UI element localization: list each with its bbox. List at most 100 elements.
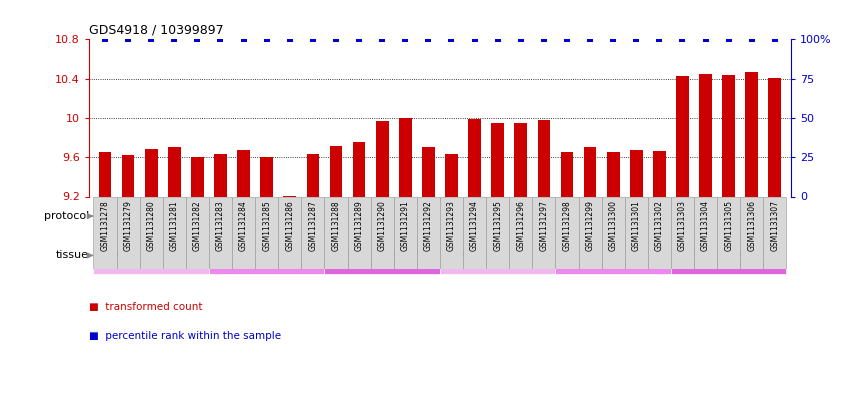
Bar [140,196,162,269]
Bar [214,154,227,196]
Point [98,36,112,42]
Bar [348,196,371,269]
Text: GSM1131301: GSM1131301 [632,200,640,251]
Point [560,36,574,42]
Text: GSM1131299: GSM1131299 [585,200,595,251]
Bar [579,196,602,269]
Point [722,36,735,42]
Text: GDS4918 / 10399897: GDS4918 / 10399897 [89,24,223,37]
Bar [671,196,694,269]
Bar [556,196,579,269]
Bar [537,120,550,196]
Bar [145,149,157,196]
Bar [440,197,787,235]
Text: GSM1131292: GSM1131292 [424,200,433,251]
Point [121,36,135,42]
Text: GSM1131297: GSM1131297 [540,200,548,251]
Point [607,36,620,42]
Text: GSM1131304: GSM1131304 [701,200,710,251]
Text: skeletal muscle: skeletal muscle [342,250,423,261]
Point [329,36,343,42]
Bar [261,157,273,196]
Text: tissue: tissue [56,250,89,261]
Text: GSM1131302: GSM1131302 [655,200,664,251]
Bar [514,123,527,196]
Bar [93,196,117,269]
Bar [556,237,671,274]
Bar [255,196,278,269]
Bar [607,152,619,196]
Bar [376,121,388,196]
Bar [117,196,140,269]
Text: GSM1131291: GSM1131291 [401,200,409,251]
Bar [393,196,417,269]
Text: GSM1131285: GSM1131285 [262,200,272,251]
Point [352,36,365,42]
Bar [399,118,412,196]
Text: GSM1131303: GSM1131303 [678,200,687,251]
Text: GSM1131279: GSM1131279 [124,200,133,251]
Text: GSM1131293: GSM1131293 [447,200,456,251]
Bar [353,142,365,196]
Text: GSM1131286: GSM1131286 [285,200,294,251]
Text: ad libitum chow: ad libitum chow [222,211,311,221]
Text: GSM1131289: GSM1131289 [354,200,364,251]
Bar [624,196,648,269]
Bar [440,237,556,274]
Bar [330,146,343,196]
Point [421,36,435,42]
Point [468,36,481,42]
Bar [722,75,735,196]
Text: liver: liver [602,250,624,261]
Bar [191,157,204,196]
Bar [745,72,758,196]
Text: GSM1131295: GSM1131295 [493,200,503,251]
Bar [561,152,574,196]
Bar [371,196,393,269]
Bar [584,147,596,196]
Bar [671,237,787,274]
Bar [699,74,711,196]
Bar [93,237,209,274]
Text: GSM1131280: GSM1131280 [146,200,156,251]
Point [676,36,689,42]
Point [283,36,297,42]
Bar [648,196,671,269]
Point [398,36,412,42]
Text: fasted: fasted [596,211,630,221]
Text: white adipose tissue: white adipose tissue [97,250,205,261]
Bar [676,76,689,196]
Point [652,36,666,42]
Bar [486,196,509,269]
Bar [440,196,463,269]
Bar [232,196,255,269]
Point [168,36,181,42]
Point [699,36,712,42]
Text: GSM1131282: GSM1131282 [193,200,202,251]
Text: GSM1131278: GSM1131278 [101,200,109,251]
Bar [509,196,532,269]
Text: GSM1131290: GSM1131290 [377,200,387,251]
Bar [237,150,250,196]
Point [376,36,389,42]
Point [260,36,273,42]
Text: skeletal muscle: skeletal muscle [688,250,769,261]
Point [768,36,782,42]
Bar [422,147,435,196]
Text: white adipose tissue: white adipose tissue [444,250,552,261]
Text: GSM1131288: GSM1131288 [332,200,340,251]
Point [629,36,643,42]
Text: GSM1131281: GSM1131281 [170,200,179,251]
Bar [93,197,440,235]
Bar [630,150,643,196]
Bar [162,196,186,269]
Point [537,36,551,42]
Text: GSM1131298: GSM1131298 [563,200,571,251]
Bar [763,196,787,269]
Text: liver: liver [255,250,278,261]
Point [583,36,596,42]
Bar [463,196,486,269]
Point [190,36,204,42]
Bar [740,196,763,269]
Bar [168,147,181,196]
